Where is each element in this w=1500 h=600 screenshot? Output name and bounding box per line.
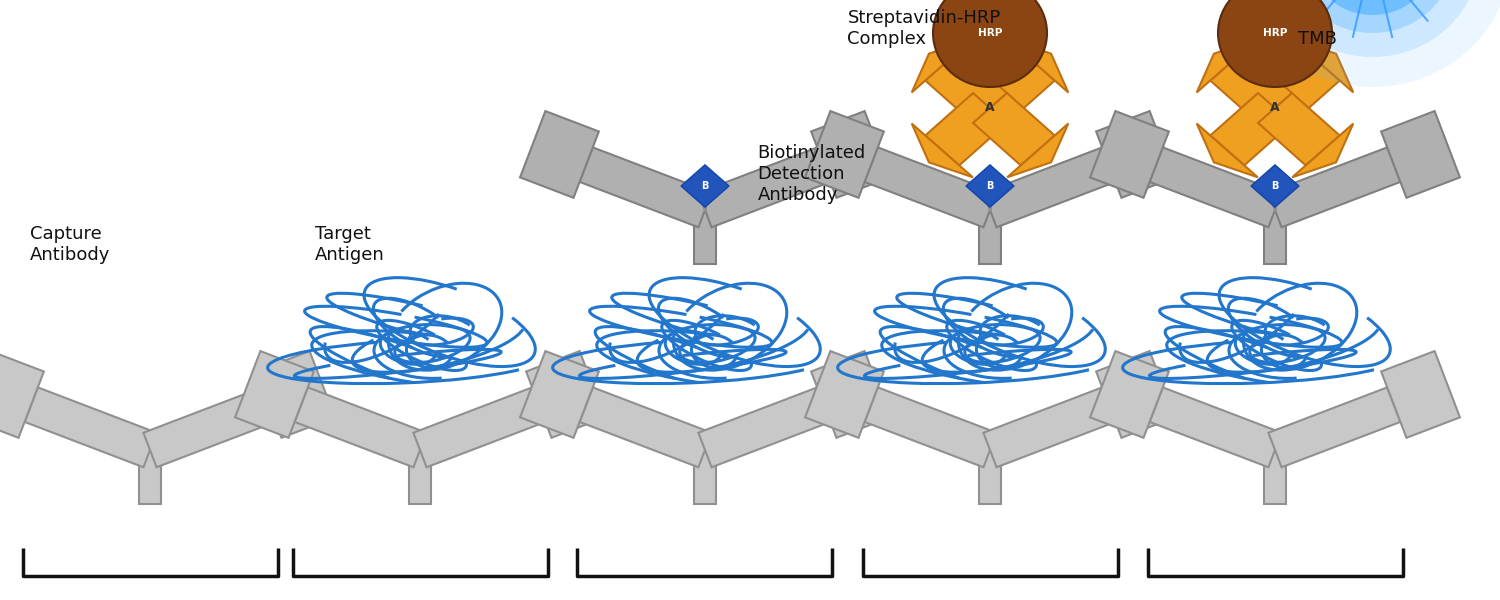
Polygon shape xyxy=(526,351,605,438)
Polygon shape xyxy=(864,388,996,467)
Polygon shape xyxy=(1210,50,1292,123)
Polygon shape xyxy=(1258,50,1340,123)
Polygon shape xyxy=(1382,111,1460,198)
Polygon shape xyxy=(1096,351,1174,438)
Text: B: B xyxy=(702,181,708,191)
Text: HRP: HRP xyxy=(1263,28,1287,38)
Text: Biotinylated
Detection
Antibody: Biotinylated Detection Antibody xyxy=(758,145,865,204)
Text: A: A xyxy=(1270,101,1280,115)
Text: B: B xyxy=(1272,181,1278,191)
Polygon shape xyxy=(966,165,1014,207)
Polygon shape xyxy=(1382,351,1460,438)
Polygon shape xyxy=(926,50,1007,123)
Polygon shape xyxy=(1251,165,1299,207)
Polygon shape xyxy=(812,111,889,198)
Polygon shape xyxy=(1210,93,1292,166)
Polygon shape xyxy=(1292,124,1353,178)
Polygon shape xyxy=(681,165,729,207)
Ellipse shape xyxy=(1310,0,1436,15)
Text: A: A xyxy=(986,101,994,115)
Text: HRP: HRP xyxy=(978,28,1002,38)
Polygon shape xyxy=(1264,210,1286,264)
Text: Capture
Antibody: Capture Antibody xyxy=(30,225,111,264)
Polygon shape xyxy=(1090,351,1168,438)
Ellipse shape xyxy=(1218,0,1332,87)
Polygon shape xyxy=(144,388,276,467)
Polygon shape xyxy=(984,148,1116,227)
Ellipse shape xyxy=(933,0,1047,87)
Polygon shape xyxy=(24,388,156,467)
Polygon shape xyxy=(140,450,160,504)
Polygon shape xyxy=(926,93,1007,166)
Polygon shape xyxy=(0,351,44,438)
Polygon shape xyxy=(1258,93,1340,166)
Polygon shape xyxy=(256,351,334,438)
Polygon shape xyxy=(806,111,883,198)
Text: B: B xyxy=(987,181,993,191)
Polygon shape xyxy=(812,351,889,438)
Polygon shape xyxy=(980,450,1000,504)
Polygon shape xyxy=(1149,148,1281,227)
Polygon shape xyxy=(912,38,974,92)
Polygon shape xyxy=(579,388,711,467)
Polygon shape xyxy=(699,148,831,227)
Polygon shape xyxy=(520,351,599,438)
Polygon shape xyxy=(236,351,314,438)
Polygon shape xyxy=(974,50,1054,123)
Polygon shape xyxy=(694,450,715,504)
Ellipse shape xyxy=(1234,0,1500,87)
Polygon shape xyxy=(1264,450,1286,504)
Polygon shape xyxy=(414,388,546,467)
Polygon shape xyxy=(912,124,974,178)
Ellipse shape xyxy=(1290,0,1455,33)
Polygon shape xyxy=(294,388,426,467)
Polygon shape xyxy=(984,388,1116,467)
Polygon shape xyxy=(1292,38,1353,92)
Text: Target
Antigen: Target Antigen xyxy=(315,225,384,264)
Polygon shape xyxy=(806,351,883,438)
Polygon shape xyxy=(699,388,831,467)
Polygon shape xyxy=(1007,38,1068,92)
Polygon shape xyxy=(1269,148,1401,227)
Text: Streptavidin-HRP
Complex: Streptavidin-HRP Complex xyxy=(847,9,1000,48)
Polygon shape xyxy=(1096,111,1174,198)
Polygon shape xyxy=(974,93,1054,166)
Polygon shape xyxy=(1149,388,1281,467)
Polygon shape xyxy=(410,450,430,504)
Ellipse shape xyxy=(1266,0,1479,57)
Polygon shape xyxy=(579,148,711,227)
Polygon shape xyxy=(1090,111,1168,198)
Polygon shape xyxy=(1269,388,1401,467)
Polygon shape xyxy=(980,210,1000,264)
Polygon shape xyxy=(520,111,599,198)
Polygon shape xyxy=(1007,124,1068,178)
Polygon shape xyxy=(1197,38,1258,92)
Text: TMB: TMB xyxy=(1298,30,1336,48)
Polygon shape xyxy=(864,148,996,227)
Polygon shape xyxy=(1197,124,1258,178)
Polygon shape xyxy=(694,210,715,264)
